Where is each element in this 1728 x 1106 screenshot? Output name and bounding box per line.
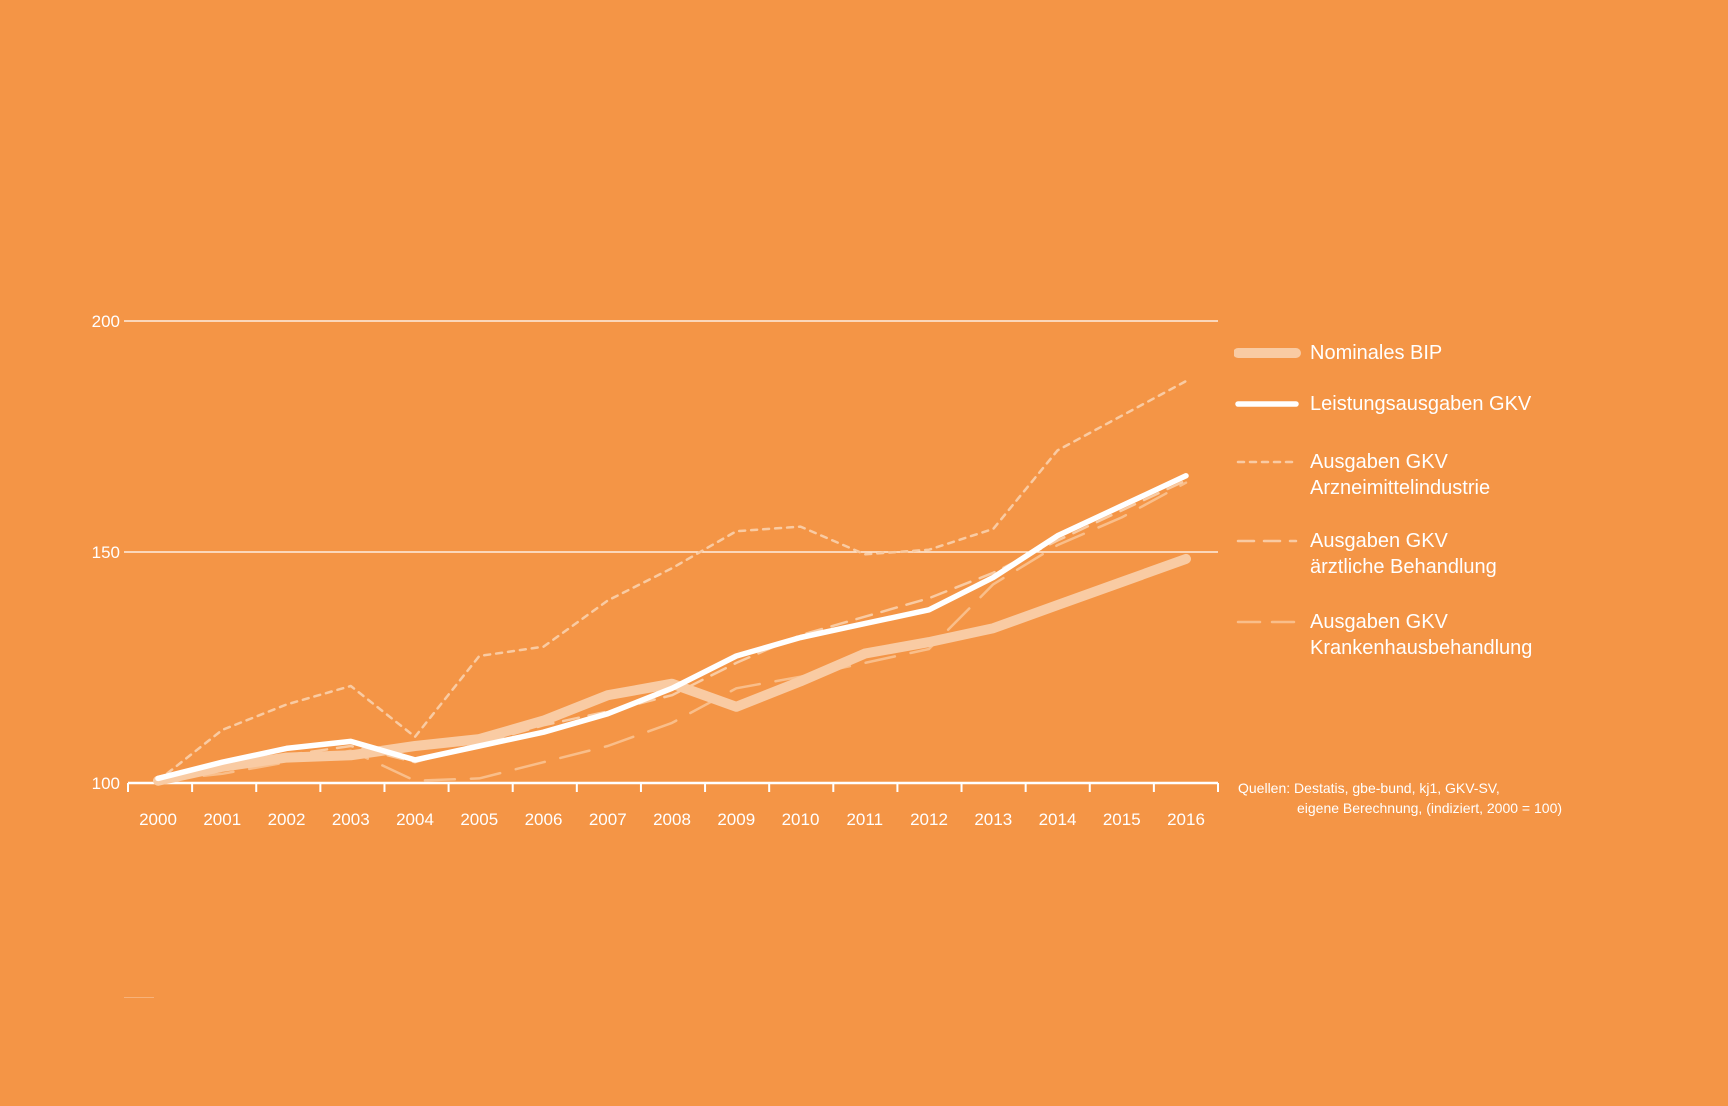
legend-swatch <box>1236 539 1298 543</box>
legend-label: Ausgaben GKV <box>1310 611 1448 633</box>
legend-item: Ausgaben GKV Arzneimittelindustrie <box>1234 449 1710 501</box>
source-note: Quellen: Destatis, gbe-bund, kj1, GKV-SV… <box>1238 778 1562 818</box>
x-tick-label: 2002 <box>268 810 306 829</box>
series-line-3 <box>156 479 1188 782</box>
legend-item: Nominales BIP <box>1234 340 1710 366</box>
source-line-2: eigene Berechnung, (indiziert, 2000 = 10… <box>1297 800 1563 816</box>
y-axis: 100 150 200 <box>92 312 120 793</box>
x-tick-label: 2013 <box>974 810 1012 829</box>
decorative-mark <box>124 997 154 998</box>
x-tick-label: 2008 <box>653 810 691 829</box>
x-tick-label: 2003 <box>332 810 370 829</box>
y-tick-label: 150 <box>92 543 120 562</box>
x-tick-label: 2001 <box>203 810 241 829</box>
legend-label: Leistungsausgaben GKV <box>1310 393 1532 415</box>
legend-label: Ausgaben GKV <box>1310 451 1448 473</box>
x-tick-label: 2015 <box>1103 810 1141 829</box>
series-layer <box>153 379 1191 786</box>
legend-swatch <box>1236 620 1298 624</box>
series-line-0 <box>153 553 1191 786</box>
y-tick-label: 200 <box>92 312 120 331</box>
legend-label: Arzneimittelindustrie <box>1310 477 1491 499</box>
source-line-1: Destatis, gbe-bund, kj1, GKV-SV, <box>1294 780 1500 796</box>
legend-item: Leistungsausgaben GKV <box>1234 391 1710 417</box>
legend-label: Ausgaben GKV <box>1310 530 1448 552</box>
legend-swatch <box>1235 401 1299 407</box>
legend-label: ärztliche Behandlung <box>1310 556 1497 578</box>
legend-swatch <box>1236 460 1298 464</box>
gridlines <box>124 320 1218 553</box>
x-axis: 2000 2001 2002 2003 2004 2005 2006 2007 2008 2009… <box>127 781 1219 829</box>
source-prefix: Quellen: <box>1238 780 1291 796</box>
x-tick-label: 2007 <box>589 810 627 829</box>
legend-item: Ausgaben GKV Krankenhausbehandlung <box>1234 609 1710 661</box>
x-tick-label: 2014 <box>1039 810 1077 829</box>
legend-item: Ausgaben GKV ärztliche Behandlung <box>1234 528 1710 580</box>
legend-label: Krankenhausbehandlung <box>1310 637 1533 659</box>
series-line-4 <box>156 481 1188 782</box>
series-line-2 <box>156 379 1188 782</box>
x-tick-label: 2011 <box>846 810 883 829</box>
x-tick-label: 2005 <box>460 810 498 829</box>
x-tick-label: 2016 <box>1167 810 1205 829</box>
series-line-1 <box>155 473 1189 782</box>
x-tick-label: 2009 <box>717 810 755 829</box>
x-tick-label: 2010 <box>782 810 820 829</box>
x-tick-label: 2006 <box>525 810 563 829</box>
legend-label: Nominales BIP <box>1310 342 1443 364</box>
y-tick-label: 100 <box>92 774 120 793</box>
x-tick-label: 2000 <box>139 810 177 829</box>
x-tick-label: 2012 <box>910 810 948 829</box>
x-tick-label: 2004 <box>396 810 434 829</box>
legend-swatch <box>1234 348 1301 358</box>
